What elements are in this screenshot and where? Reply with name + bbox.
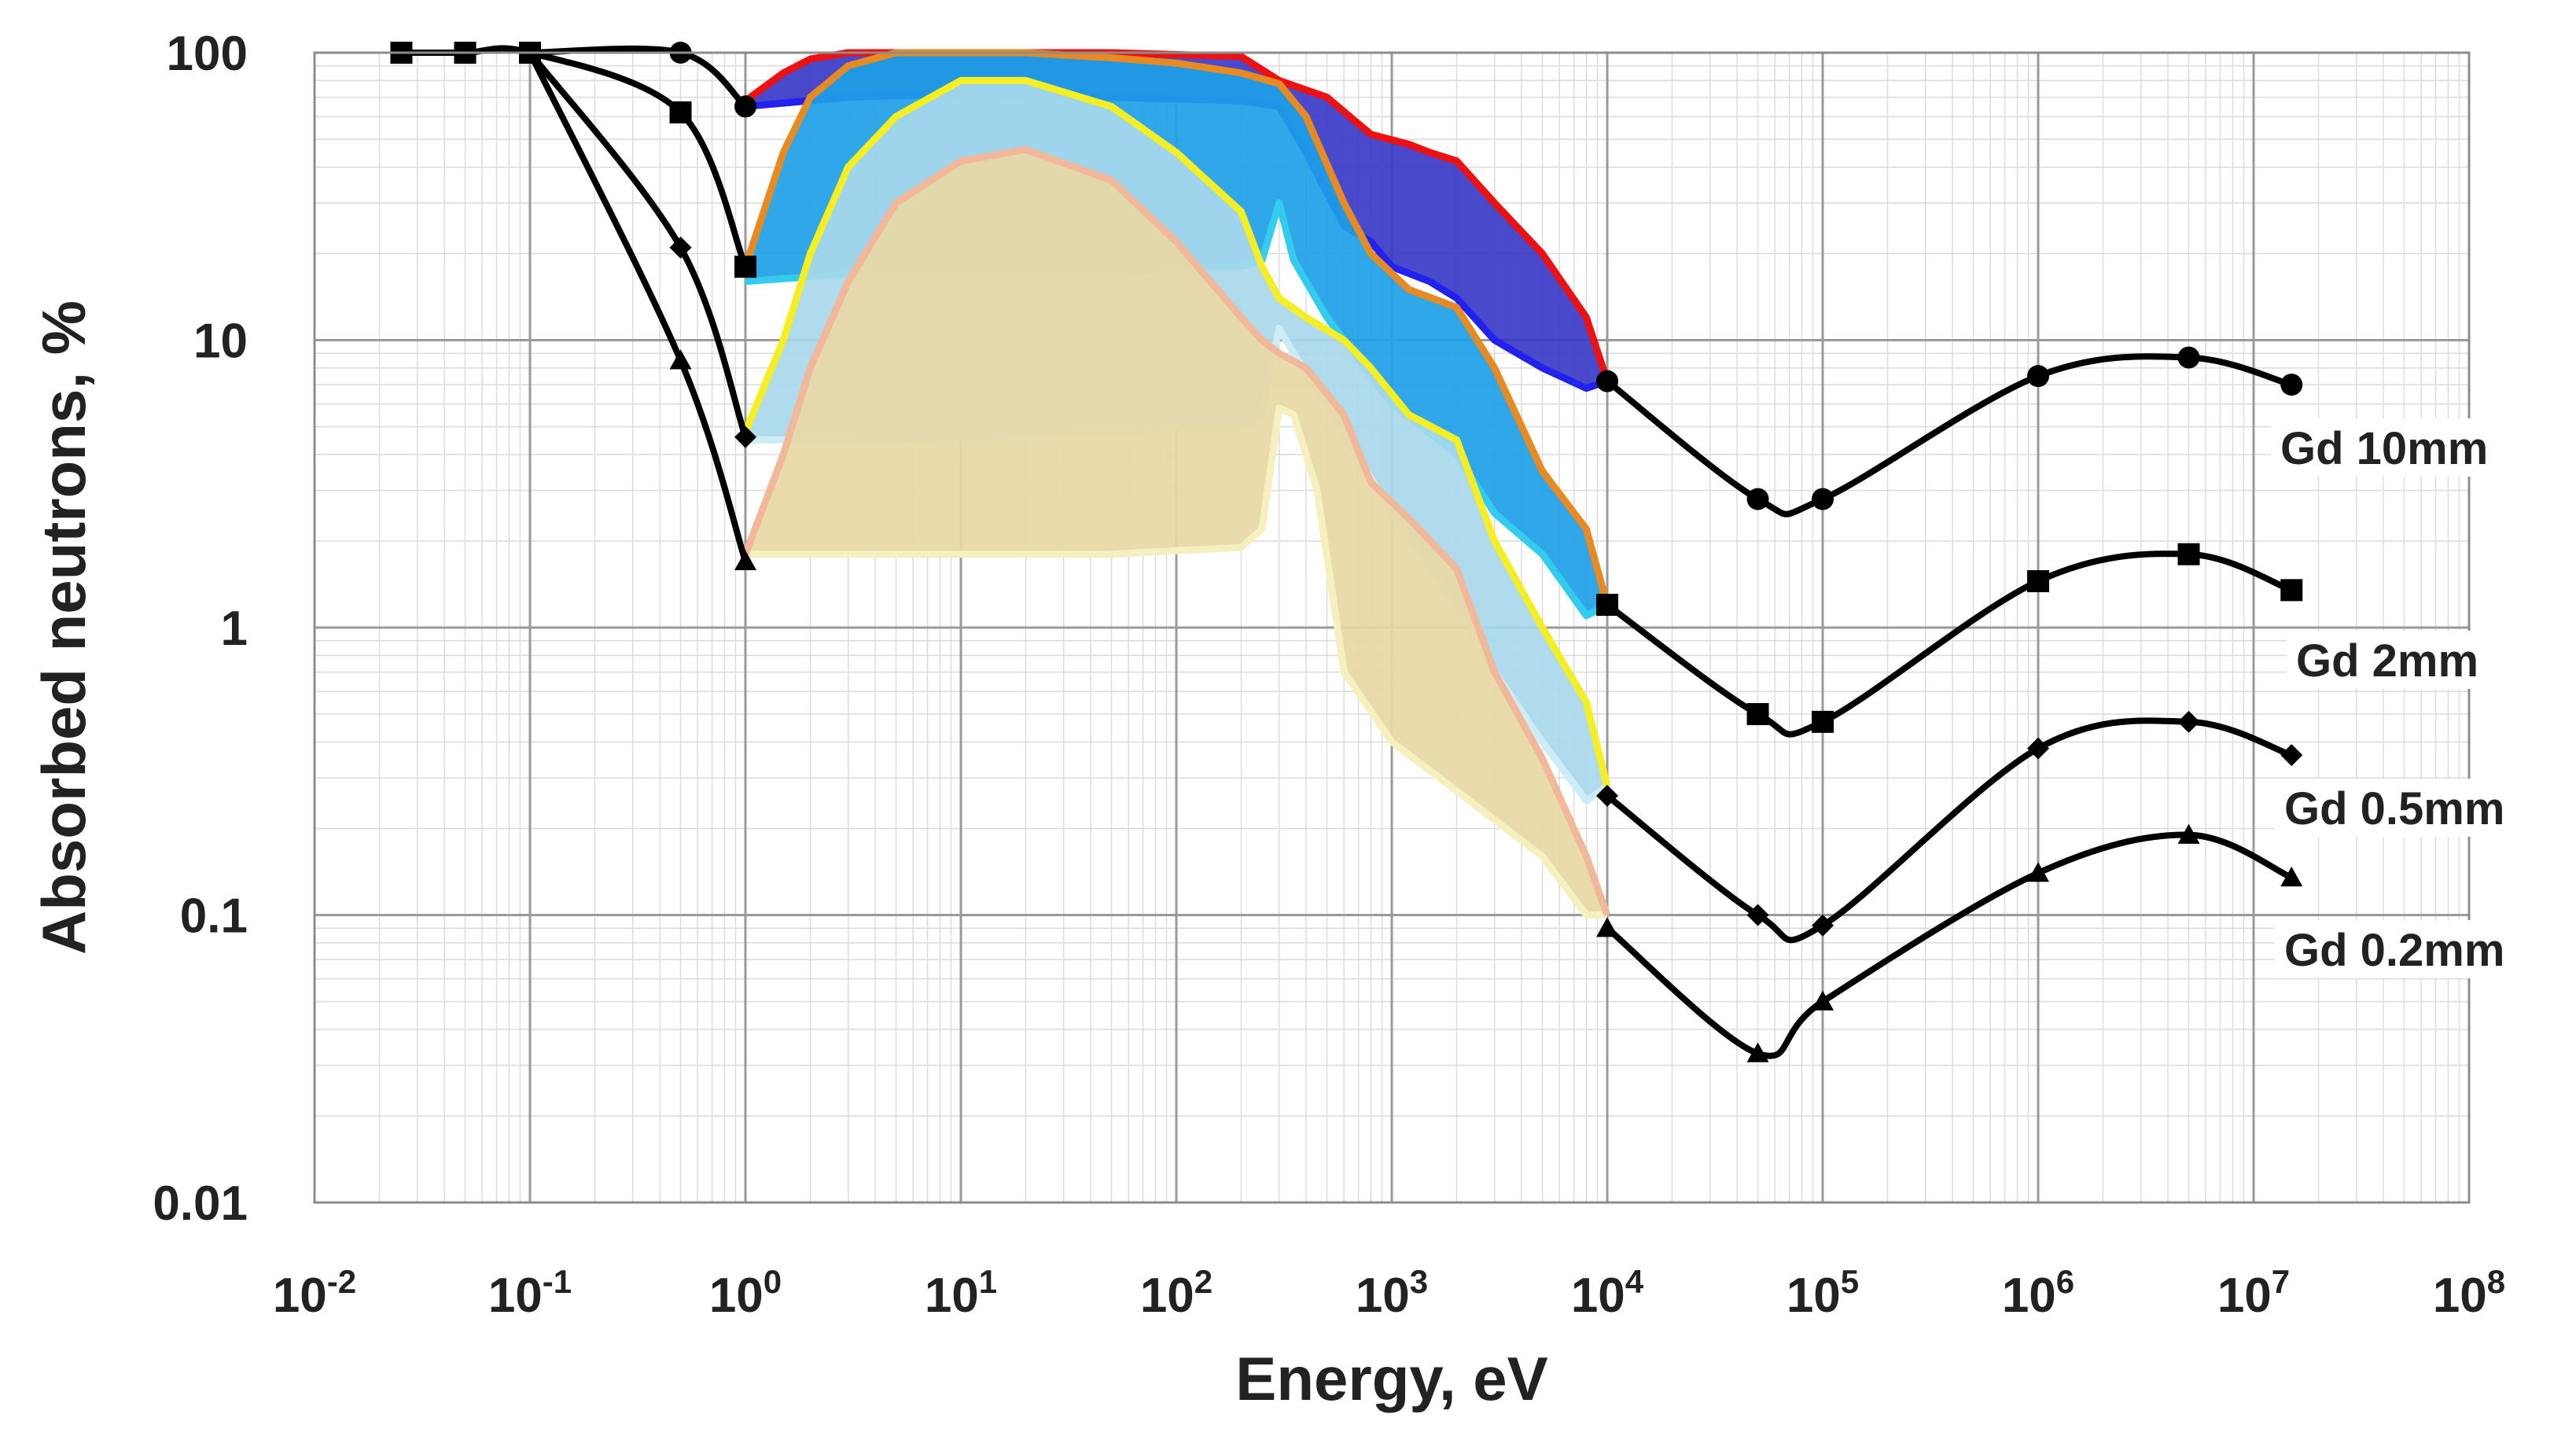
marker-square-2-8	[1812, 710, 1834, 733]
marker-circle-1-9	[2280, 374, 2303, 396]
marker-triangle-4-9	[2280, 866, 2303, 887]
y-tick-label: 100	[167, 27, 248, 81]
series-label-3: Gd 0.5mm	[2284, 783, 2504, 834]
marker-square-2-10	[2177, 543, 2200, 565]
band-upper-edge-4	[742, 145, 1611, 917]
marker-circle-1-6	[1812, 488, 1834, 510]
series-label-bg	[2275, 779, 2534, 837]
marker-square-2-4	[669, 101, 692, 123]
marker-diamond-3-8	[2177, 710, 2200, 733]
x-tick-label: 103	[1356, 1263, 1428, 1323]
y-tick-label: 0.1	[180, 889, 248, 944]
y-tick-label: 1	[221, 602, 248, 656]
marker-square-2-9	[2027, 570, 2049, 593]
marker-triangle-4-2	[669, 349, 692, 370]
series-label-2: Gd 2mm	[2296, 635, 2478, 687]
series-labels: Gd 10mm Gd 2mm Gd 0.5mm Gd 0.2mm	[2271, 418, 2546, 978]
x-tick-label: 100	[709, 1263, 782, 1323]
marker-square-2-11	[2280, 579, 2303, 602]
x-tick-label: 10-2	[273, 1263, 356, 1323]
band-upper-edge-2	[742, 49, 1611, 606]
marker-diamond-3-6	[1812, 914, 1834, 937]
series-label-bg	[2271, 418, 2530, 477]
marker-diamond-3-4	[1596, 784, 1618, 807]
marker-circle-1-7	[2027, 365, 2049, 388]
x-tick-label: 10-1	[488, 1263, 572, 1323]
tick-labels: 10-2 10-1 100 101 102 103 104 105 106 107 1080.010…	[153, 27, 2505, 1323]
marker-circle-1-3	[734, 95, 756, 118]
y-axis-title: Absorbed neutrons, %	[29, 300, 98, 955]
x-tick-label: 101	[925, 1263, 997, 1323]
x-tick-label: 102	[1140, 1263, 1213, 1323]
marker-triangle-4-7	[2027, 862, 2049, 882]
y-tick-label: 0.01	[153, 1177, 248, 1231]
series-label-4: Gd 0.2mm	[2284, 925, 2504, 976]
marker-diamond-3-5	[1746, 904, 1769, 926]
marker-triangle-4-8	[2177, 823, 2200, 844]
x-tick-label: 104	[1571, 1263, 1644, 1323]
band-upper-edge-1	[743, 49, 1611, 383]
marker-diamond-3-3	[734, 425, 756, 448]
x-tick-label: 107	[2217, 1263, 2290, 1323]
marker-triangle-4-5	[1746, 1042, 1769, 1062]
marker-diamond-3-2	[669, 236, 692, 259]
marker-triangle-4-3	[734, 550, 756, 570]
series-line-4-seg-1	[527, 50, 749, 565]
marker-triangle-4-6	[1812, 990, 1834, 1011]
band-upper-edge-3	[742, 76, 1611, 788]
band-lower-edge-4	[745, 404, 1607, 919]
marker-square-2-6	[1596, 594, 1618, 617]
marker-triangle-4-4	[1596, 917, 1618, 937]
marker-diamond-3-7	[2027, 737, 2049, 760]
marker-square-2-7	[1746, 703, 1769, 726]
marker-circle-1-5	[1746, 488, 1769, 510]
marker-diamond-3-9	[2280, 744, 2303, 767]
plot-frame	[313, 51, 2471, 1204]
marker-circle-1-4	[1596, 370, 1618, 392]
x-tick-label: 108	[2433, 1263, 2505, 1323]
series-line-1-seg-1	[527, 45, 749, 110]
marker-square-2-5	[734, 256, 756, 278]
series-label-bg	[2287, 631, 2546, 689]
x-axis-title: Energy, eV	[1235, 1344, 1547, 1413]
band-fill-4	[745, 149, 1607, 915]
marker-circle-1-8	[2177, 346, 2200, 369]
y-tick-label: 10	[193, 315, 248, 369]
series-label-1: Gd 10mm	[2280, 423, 2488, 474]
resonance-bands	[742, 49, 1611, 919]
series-label-bg	[2275, 920, 2534, 978]
x-tick-label: 105	[1787, 1263, 1859, 1323]
x-tick-label: 106	[2002, 1263, 2074, 1323]
